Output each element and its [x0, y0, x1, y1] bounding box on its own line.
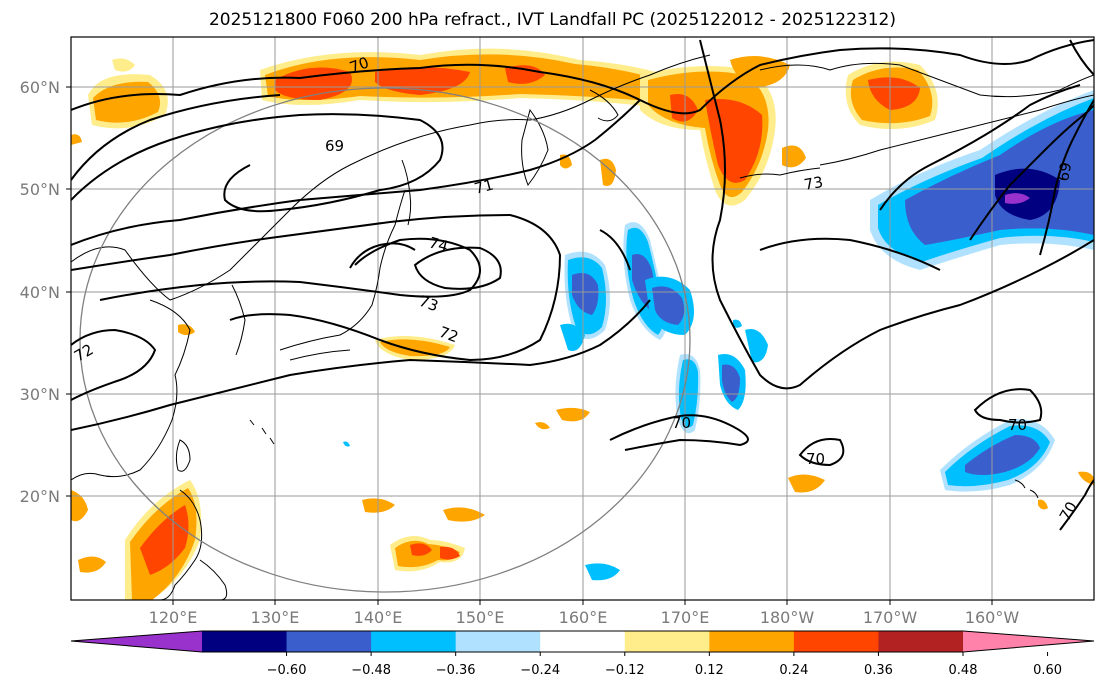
lat-label: 60°N	[20, 78, 60, 97]
contour-70-south	[71, 299, 651, 431]
colorbar-tick-label: −0.48	[351, 663, 391, 678]
lon-label: 180°W	[760, 608, 815, 627]
colorbar-swatch	[793, 631, 879, 652]
colorbar-tick-label: −0.12	[605, 663, 645, 678]
lon-label: 150°E	[456, 608, 505, 627]
contour-label: 69	[325, 137, 344, 155]
contour-71	[71, 99, 641, 246]
lon-label: 170°E	[661, 608, 710, 627]
contour-69	[71, 113, 444, 213]
contour-72-west	[71, 328, 157, 401]
contour-label: 70	[672, 414, 691, 432]
map-area: 70 69 71 74 73 72 73 72 70 70 70 69 70	[71, 37, 1094, 600]
gridlines	[71, 37, 1094, 600]
coast-kamchatka	[521, 108, 549, 186]
colorbar-tick-label: −0.36	[436, 663, 476, 678]
contour-label: 74	[427, 233, 450, 255]
colorbar-swatches	[71, 631, 1094, 652]
colorbar-swatch	[709, 631, 795, 652]
lat-label: 40°N	[20, 283, 60, 302]
colorbar-tick-label: 0.48	[949, 663, 978, 678]
coast-aleutians	[739, 167, 821, 179]
contour-74	[413, 246, 502, 290]
lat-label: 50°N	[20, 180, 60, 199]
contour-label: 70	[806, 450, 825, 468]
lon-label: 170°W	[863, 608, 918, 627]
longitude-labels: 120°E 130°E 140°E 150°E 160°E 170°E 180°…	[149, 608, 1020, 627]
contour-73	[99, 237, 481, 301]
colorbar-swatch	[455, 631, 541, 652]
coastlines	[71, 54, 1094, 600]
contour-label: 73	[417, 292, 441, 315]
coast-hawaii	[1014, 479, 1039, 499]
colorbar-swatch	[963, 631, 1094, 652]
colorbar-swatch	[371, 631, 457, 652]
contour-70-hawaii	[973, 388, 1043, 424]
coast-taiwan	[175, 439, 191, 472]
contour-70-north	[71, 39, 1094, 115]
colorbar-tick-label: 0.12	[695, 663, 724, 678]
contour-label: 69	[1054, 161, 1075, 183]
contour-70-small	[798, 438, 845, 467]
lon-label: 160°W	[965, 608, 1020, 627]
contour-label: 72	[437, 323, 461, 346]
contour-72-inner	[71, 213, 562, 362]
contour-label: 73	[803, 173, 825, 194]
coast-asia-mainland	[71, 54, 711, 301]
contour-70-east	[699, 39, 1094, 390]
colorbar: −0.60 −0.48 −0.36 −0.24 −0.12 0.12 0.24 0.36 0.4…	[70, 630, 1095, 678]
colorbar-swatch	[71, 631, 202, 652]
contour-label: 70	[347, 53, 371, 76]
lon-label: 120°E	[149, 608, 198, 627]
negative-anomaly-fills	[343, 90, 1094, 581]
contour-label: 70	[1008, 416, 1027, 434]
colorbar-outline	[70, 630, 1095, 653]
lon-label: 160°E	[559, 608, 608, 627]
map-title: 2025121800 F060 200 hPa refract., IVT La…	[208, 10, 896, 30]
coast-sakhalin	[401, 159, 412, 226]
colorbar-ticks: −0.60 −0.48 −0.36 −0.24 −0.12 0.12 0.24 0.36 0.4…	[267, 652, 1062, 678]
coast-philippines	[159, 489, 203, 600]
contour-label: 71	[472, 176, 495, 198]
positive-anomaly-fills	[71, 48, 1094, 600]
latitude-labels: 60°N 50°N 40°N 30°N 20°N	[20, 78, 60, 506]
lat-label: 30°N	[20, 385, 60, 404]
colorbar-tick-label: −0.60	[267, 663, 307, 678]
contour-70-central	[609, 414, 749, 451]
axis-ticks	[66, 86, 993, 605]
coast-korea	[231, 284, 246, 356]
colorbar-tick-label: −0.24	[520, 663, 560, 678]
refractivity-contours	[71, 39, 1094, 531]
lat-label: 20°N	[20, 487, 60, 506]
colorbar-swatch	[540, 631, 626, 652]
colorbar-swatch	[286, 631, 372, 652]
colorbar-swatch	[202, 631, 288, 652]
colorbar-tick-label: 0.24	[779, 663, 808, 678]
colorbar-swatch	[624, 631, 710, 652]
lon-label: 140°E	[354, 608, 403, 627]
colorbar-tick-label: 0.36	[864, 663, 893, 678]
lon-label: 130°E	[251, 608, 300, 627]
colorbar-swatch	[878, 631, 964, 652]
colorbar-tick-label: 0.60	[1033, 663, 1062, 678]
coast-alaska	[759, 62, 1094, 98]
